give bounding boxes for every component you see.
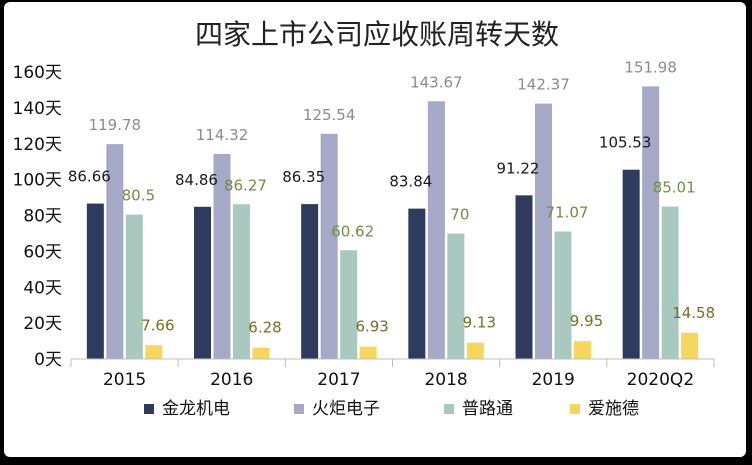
bar [194, 206, 211, 359]
y-tick-label: 160天 [13, 63, 62, 83]
bar [427, 101, 445, 360]
bar [145, 345, 163, 359]
bar [681, 332, 699, 359]
bar [125, 214, 143, 359]
bar [301, 204, 319, 359]
data-label: 85.01 [653, 179, 696, 197]
data-label: 70 [450, 205, 469, 223]
data-label: 86.35 [282, 168, 325, 186]
bar [106, 144, 124, 359]
data-label: 83.84 [389, 173, 432, 191]
legend: 金龙机电 火炬电子 普路通 爱施德 [144, 399, 639, 419]
y-tick-label: 80天 [23, 207, 62, 227]
x-tick-label: 2020Q2 [627, 370, 694, 390]
data-label: 105.53 [599, 134, 652, 152]
legend-swatch [570, 404, 580, 414]
x-axis: 2015 2016 2017 2018 2019 2020Q2 [70, 358, 715, 390]
data-label: 91.22 [497, 159, 540, 177]
data-label: 7.66 [141, 316, 174, 334]
data-label: 114.32 [196, 126, 249, 144]
bar [213, 153, 231, 359]
data-label: 84.86 [175, 171, 218, 189]
data-label: 119.78 [89, 116, 142, 134]
bars [86, 86, 699, 360]
x-tick-label: 2015 [103, 370, 146, 390]
data-label: 143.67 [410, 73, 463, 91]
bar [233, 204, 250, 359]
y-tick-label: 100天 [13, 171, 62, 191]
chart-frame: 四家上市公司应收账周转天数 0天 20天 40天 60天 80天 100天 120天 140天… [4, 2, 746, 457]
bar [408, 208, 426, 359]
x-tick-label: 2019 [532, 370, 575, 390]
data-labels: 86.66 84.86 86.35 83.84 91.22 105.53 119.78 114… [68, 58, 715, 336]
x-tick-label: 2018 [424, 370, 467, 390]
bar [661, 206, 679, 359]
data-label: 125.54 [303, 106, 356, 124]
y-tick-label: 40天 [23, 278, 62, 298]
legend-swatch [444, 404, 454, 414]
bar [642, 86, 660, 360]
data-label: 86.27 [224, 176, 267, 194]
y-tick-label: 20天 [23, 314, 62, 334]
bar [554, 231, 572, 359]
y-tick-label: 60天 [23, 242, 62, 262]
bar [622, 169, 640, 359]
legend-swatch [294, 404, 304, 414]
legend-label: 普路通 [462, 399, 513, 419]
bar [86, 203, 104, 359]
data-label: 71.07 [546, 204, 589, 222]
y-tick-label: 140天 [13, 99, 62, 119]
legend-label: 爱施德 [588, 399, 639, 419]
x-tick-label: 2016 [210, 370, 253, 390]
legend-swatch [144, 404, 154, 414]
x-tick-label: 2017 [317, 370, 360, 390]
data-label: 86.66 [68, 168, 111, 186]
chart-title: 四家上市公司应收账周转天数 [195, 18, 559, 51]
bar [466, 342, 484, 359]
data-label: 60.62 [331, 222, 374, 240]
y-tick-label: 120天 [13, 135, 62, 155]
bar-chart: 四家上市公司应收账周转天数 0天 20天 40天 60天 80天 100天 120天 140天… [13, 18, 716, 419]
data-label: 151.98 [624, 58, 677, 76]
legend-label: 金龙机电 [162, 399, 230, 419]
bar [252, 347, 270, 359]
bar [447, 233, 465, 359]
data-label: 14.58 [672, 304, 715, 322]
legend-label: 火炬电子 [312, 399, 380, 419]
data-label: 80.5 [122, 187, 155, 205]
y-tick-label: 0天 [34, 350, 62, 370]
y-axis: 0天 20天 40天 60天 80天 100天 120天 140天 160天 [13, 63, 62, 370]
data-label: 6.93 [355, 318, 388, 336]
data-label: 142.37 [517, 76, 570, 94]
bar [340, 250, 358, 359]
data-label: 9.95 [570, 312, 603, 330]
bar [574, 341, 591, 359]
bar [535, 103, 552, 359]
data-label: 6.28 [248, 319, 281, 337]
bar [515, 195, 533, 359]
bar [359, 346, 377, 359]
bar [320, 133, 338, 359]
data-label: 9.13 [463, 314, 496, 332]
